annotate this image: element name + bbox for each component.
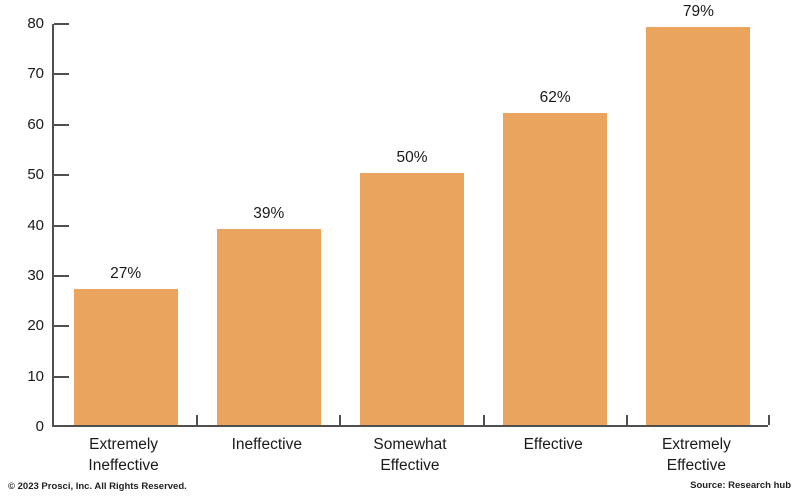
y-tick-mark	[54, 174, 69, 177]
y-tick-label: 70	[27, 65, 44, 83]
x-tick-mark	[625, 415, 628, 425]
y-tick-label: 40	[27, 216, 44, 234]
y-tick-mark	[54, 325, 69, 328]
y-tick-mark	[54, 274, 69, 277]
bar-5	[646, 27, 751, 425]
category-label: Extremely Ineffective	[88, 436, 159, 474]
bar-3	[360, 173, 464, 425]
y-tick-mark	[54, 73, 69, 76]
y-tick-label: 10	[27, 367, 44, 385]
category-label: Somewhat Effective	[373, 436, 447, 474]
plot-area: 27% 39% 50% 62% 79%	[52, 3, 770, 427]
bar-value-label: 50%	[396, 149, 428, 167]
source-text: Source: Research hub	[690, 480, 791, 491]
y-tick-mark	[54, 23, 69, 25]
y-tick-label: 50	[27, 166, 44, 184]
y-tick-mark	[54, 375, 69, 378]
category-label: Effective	[523, 436, 583, 453]
y-tick-label: 80	[27, 15, 44, 32]
y-tick-label: 30	[27, 266, 44, 284]
bar-2	[216, 228, 321, 425]
bar-4	[503, 112, 608, 425]
category-label: Ineffective	[231, 436, 302, 453]
bar-value-label: 27%	[110, 265, 142, 282]
bar-value-label: 79%	[682, 3, 714, 21]
y-tick-label: 20	[27, 317, 44, 335]
x-tick-mark	[482, 415, 485, 425]
x-tick-mark	[339, 415, 342, 425]
y-tick-label: 0	[35, 418, 44, 435]
category-label: Extremely Effective	[661, 436, 731, 474]
bar-value-label: 62%	[539, 88, 571, 106]
y-tick-mark	[54, 224, 69, 227]
bar-1	[73, 289, 178, 425]
y-tick-label: 60	[27, 115, 44, 133]
bar-value-label: 39%	[253, 204, 285, 222]
x-tick-mark	[768, 415, 770, 425]
x-tick-mark	[196, 415, 199, 425]
y-tick-mark	[54, 123, 69, 126]
copyright-text: © 2023 Prosci, Inc. All Rights Reserved.	[8, 481, 187, 492]
